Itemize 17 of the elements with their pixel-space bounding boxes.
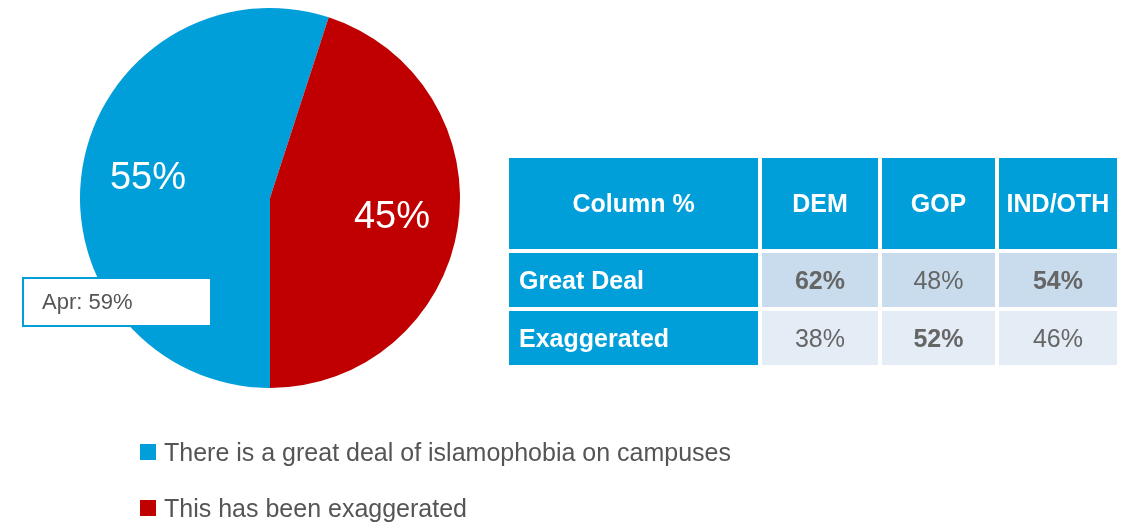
data-label: 55% [109,155,187,198]
x-tick-label: GOP [882,158,995,249]
data-label: 62% [762,253,878,307]
x-tick-label: DEM [762,158,878,249]
y-tick-label: Great Deal [509,253,758,307]
data-label: 45% [353,193,431,236]
data-label: 46% [999,311,1117,365]
data-label: 48% [882,253,995,307]
text: Apr: 59% [22,277,212,327]
data-label: 38% [762,311,878,365]
legend-label: This has been exaggerated [164,493,467,523]
chart-title: Column % [509,158,758,249]
y-tick-label: Exaggerated [509,311,758,365]
data-label: 52% [882,311,995,365]
x-tick-label: IND/OTH [999,158,1117,249]
data-label: 54% [999,253,1117,307]
legend-label: There is a great deal of islamophobia on campuses [164,437,731,467]
